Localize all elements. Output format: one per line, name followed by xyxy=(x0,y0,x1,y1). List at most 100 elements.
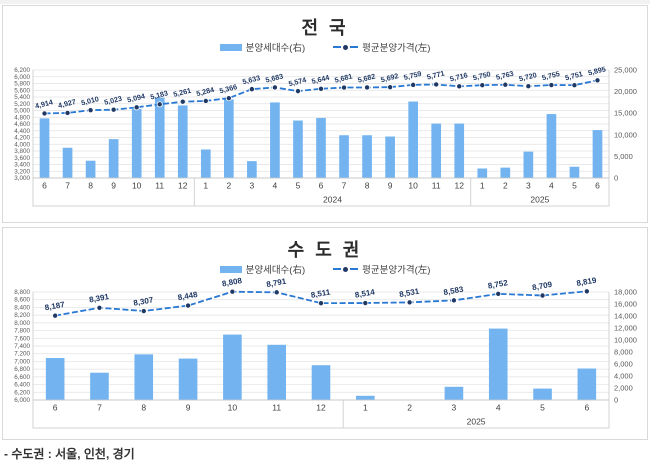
bar-month-5 xyxy=(569,166,580,178)
bar-month-2 xyxy=(224,99,234,178)
point-value-label: 8,531 xyxy=(399,287,421,299)
legend-item-units: 분양세대수(右) xyxy=(219,40,305,54)
left-axis-tick: 8,200 xyxy=(14,312,30,319)
right-axis-tick: 18,000 xyxy=(614,288,637,297)
line-marker xyxy=(179,98,186,105)
left-axis-tick: 6,000 xyxy=(14,74,30,81)
point-value-label: 5,755 xyxy=(541,69,561,82)
month-label: 1 xyxy=(480,181,485,191)
point-value-label: 8,709 xyxy=(531,280,553,292)
line-marker xyxy=(52,312,59,319)
bar-month-11 xyxy=(431,123,442,178)
line-marker xyxy=(317,85,324,92)
line-marker xyxy=(202,97,209,104)
month-label: 10 xyxy=(132,181,142,191)
right-axis-tick: 5,000 xyxy=(614,152,633,161)
bar-month-10 xyxy=(131,108,142,178)
point-value-label: 5,681 xyxy=(334,72,354,85)
point-value-label: 8,448 xyxy=(177,290,199,302)
month-label: 6 xyxy=(595,181,600,191)
line-marker xyxy=(96,304,103,311)
national-chart-canvas: 3,0003,2003,4003,6003,8004,0004,2004,400… xyxy=(14,64,637,207)
line-marker xyxy=(387,84,394,91)
left-axis-tick: 6,400 xyxy=(14,382,30,389)
line-marker xyxy=(571,82,578,89)
left-axis-tick: 6,800 xyxy=(14,366,30,373)
metro-chart-panel: 수 도 권 분양세대수(右) 평균분양가격(左) 6,000 6,200 6,400… xyxy=(2,227,648,440)
line-marker xyxy=(248,86,255,93)
right-axis-tick: 12,000 xyxy=(614,324,637,333)
bar-month-1 xyxy=(356,395,375,400)
line-marker xyxy=(495,290,502,297)
bar-month-4 xyxy=(270,102,280,178)
left-axis-tick: 3,200 xyxy=(14,168,30,175)
right-axis-tick: 8,000 xyxy=(614,348,633,357)
left-axis-tick: 3,000 xyxy=(14,175,30,182)
left-axis-tick: 3,400 xyxy=(14,162,30,169)
legend-item-units: 분양세대수(右) xyxy=(219,262,305,276)
line-marker xyxy=(341,84,348,91)
line-series-swatch-icon xyxy=(333,44,359,50)
point-value-label: 8,391 xyxy=(88,292,110,304)
bar-month-12 xyxy=(454,123,465,178)
left-axis-tick: 4,600 xyxy=(14,121,30,128)
month-label: 12 xyxy=(455,181,465,191)
month-label: 10 xyxy=(408,181,418,191)
left-axis-tick: 6,200 xyxy=(14,389,30,396)
month-label: 10 xyxy=(228,403,238,413)
line-marker xyxy=(41,110,48,117)
category-band xyxy=(32,399,610,429)
line-marker xyxy=(456,83,463,90)
year-label: 2025 xyxy=(467,417,486,427)
bar-month-10 xyxy=(223,334,242,400)
bar-month-3 xyxy=(247,161,257,178)
line-marker xyxy=(539,292,546,299)
point-value-label: 5,759 xyxy=(403,69,423,82)
year-label: 2025 xyxy=(530,195,549,205)
line-marker xyxy=(479,82,486,89)
month-label: 12 xyxy=(316,403,326,413)
line-marker xyxy=(433,81,440,88)
line-marker xyxy=(133,104,140,111)
bar-month-5 xyxy=(533,388,552,400)
point-value-label: 5,771 xyxy=(426,69,446,82)
left-axis-tick: 5,200 xyxy=(14,101,30,108)
month-label: 9 xyxy=(388,181,393,191)
month-label: 7 xyxy=(97,403,102,413)
point-value-label: 5,574 xyxy=(288,75,308,88)
left-axis-tick: 4,200 xyxy=(14,135,30,142)
line-marker xyxy=(110,106,117,113)
left-axis-tick: 5,400 xyxy=(14,94,30,101)
line-marker xyxy=(583,288,590,295)
bar-month-8 xyxy=(362,135,372,178)
left-axis-tick: 7,000 xyxy=(14,358,30,365)
line-marker xyxy=(273,289,280,296)
bar-month-4 xyxy=(488,328,508,400)
bar-month-3 xyxy=(444,386,464,400)
bar-month-1 xyxy=(477,168,488,178)
left-axis-tick: 6,600 xyxy=(14,374,30,381)
metro-chart-legend: 분양세대수(右) 평균분양가격(左) xyxy=(3,262,647,276)
left-axis-tick: 8,000 xyxy=(14,320,30,327)
line-marker xyxy=(410,81,417,88)
point-value-label: 8,514 xyxy=(354,287,376,299)
month-label: 5 xyxy=(296,181,301,191)
year-label: 2024 xyxy=(323,195,342,205)
month-label: 11 xyxy=(272,403,281,413)
point-value-label: 4,914 xyxy=(34,97,54,110)
point-value-label: 5,692 xyxy=(380,71,400,84)
point-value-label: 5,763 xyxy=(495,69,515,82)
bar-month-3 xyxy=(523,151,534,178)
line-marker xyxy=(294,88,301,95)
national-chart-legend: 분양세대수(右) 평균분양가격(左) xyxy=(3,40,647,54)
month-label: 6 xyxy=(319,181,324,191)
right-axis-tick: 0 xyxy=(614,174,618,183)
point-value-label: 4,927 xyxy=(57,97,77,110)
bar-month-8 xyxy=(134,354,154,400)
point-value-label: 5,750 xyxy=(472,69,492,82)
left-axis-tick: 8,600 xyxy=(14,297,30,304)
left-axis-tick: 4,000 xyxy=(14,141,30,148)
point-value-label: 5,644 xyxy=(311,73,331,86)
bar-month-4 xyxy=(546,114,557,178)
month-label: 2 xyxy=(407,403,412,413)
